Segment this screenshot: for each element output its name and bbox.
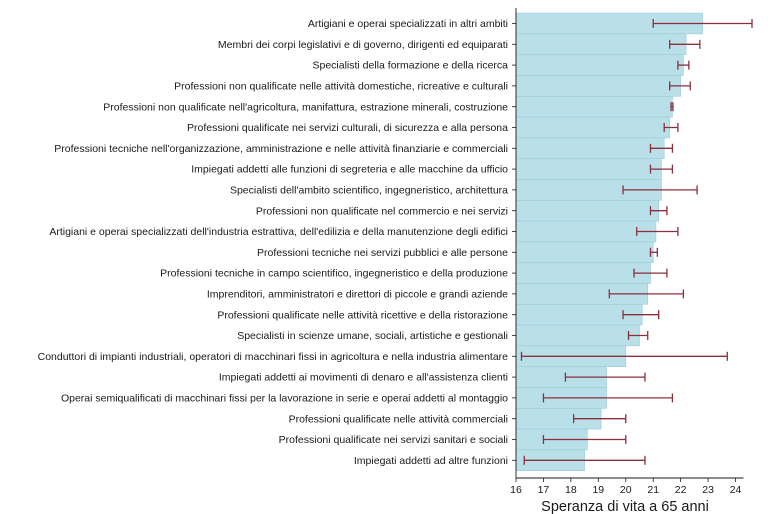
category-label-10: Artigiani e operai specializzati dell'in… bbox=[49, 226, 508, 238]
x-tick-label-2: 18 bbox=[565, 484, 577, 496]
bar-10 bbox=[515, 220, 657, 243]
x-tick-label-1: 17 bbox=[538, 484, 550, 496]
ci-14 bbox=[622, 310, 660, 320]
ci-20 bbox=[542, 435, 627, 444]
ci-17 bbox=[564, 372, 646, 382]
x-tick-label-5: 21 bbox=[647, 484, 659, 496]
x-tick-label-4: 20 bbox=[620, 484, 632, 496]
category-label-6: Professioni tecniche nell'organizzazione… bbox=[54, 143, 508, 155]
confidence-intervals-layer bbox=[520, 19, 753, 465]
ci-5 bbox=[663, 123, 679, 132]
bar-1 bbox=[515, 33, 687, 56]
ci-9 bbox=[649, 206, 668, 216]
ci-4 bbox=[670, 102, 674, 112]
x-axis: 16 17 18 19 20 21 22 23 24 bbox=[510, 8, 744, 496]
category-label-15: Specialisti in scienze umane, sociali, a… bbox=[237, 330, 508, 342]
category-label-18: Operai semiqualificati di macchinari fis… bbox=[61, 393, 508, 405]
ci-1 bbox=[669, 39, 701, 49]
category-label-17: Impiegati addetti ai movimenti di denaro… bbox=[219, 372, 508, 384]
bar-6 bbox=[515, 137, 665, 159]
x-axis-title: Speranza di vita a 65 anni bbox=[541, 499, 709, 514]
category-label-7: Impiegati addetti alle funzioni di segre… bbox=[191, 164, 508, 176]
category-label-9: Professioni non qualificate nel commerci… bbox=[256, 205, 508, 217]
category-label-14: Professioni qualificate nelle attività r… bbox=[217, 309, 508, 321]
ci-12 bbox=[633, 268, 668, 278]
ci-7 bbox=[649, 164, 674, 174]
ci-19 bbox=[572, 414, 627, 424]
bar-3 bbox=[515, 75, 681, 97]
category-labels-layer: Artigiani e operai specializzati in altr… bbox=[38, 18, 509, 467]
ci-13 bbox=[608, 289, 685, 299]
ci-11 bbox=[649, 247, 658, 257]
ci-0 bbox=[652, 19, 753, 28]
category-label-12: Professioni tecniche in campo scientific… bbox=[160, 268, 508, 280]
category-label-1: Membri dei corpi legislativi e di govern… bbox=[218, 39, 508, 51]
x-tick-label-8: 24 bbox=[730, 484, 742, 496]
category-label-19: Professioni qualificate nelle attività c… bbox=[289, 413, 508, 425]
category-label-20: Professioni qualificate nei servizi sani… bbox=[279, 434, 508, 446]
category-label-11: Professioni tecniche nei servizi pubblic… bbox=[257, 247, 508, 259]
category-label-5: Professioni qualificate nei servizi cult… bbox=[187, 122, 508, 134]
x-tick-label-7: 23 bbox=[702, 484, 714, 496]
ci-18 bbox=[542, 393, 674, 403]
bar-7 bbox=[515, 158, 662, 180]
ci-21 bbox=[523, 455, 646, 465]
bar-5 bbox=[515, 116, 670, 139]
ci-10 bbox=[636, 227, 679, 236]
category-label-21: Impiegati addetti ad altre funzioni bbox=[354, 455, 508, 467]
ci-15 bbox=[627, 331, 649, 340]
x-tick-label-0: 16 bbox=[510, 484, 522, 496]
category-label-3: Professioni non qualificate nelle attivi… bbox=[174, 81, 508, 93]
ci-16 bbox=[520, 351, 728, 361]
x-tick-label-6: 22 bbox=[675, 484, 687, 496]
category-label-16: Conduttori di impianti industriali, oper… bbox=[38, 351, 509, 363]
bar-15 bbox=[515, 324, 640, 347]
category-label-13: Imprenditori, amministratori e direttori… bbox=[207, 289, 508, 301]
category-label-0: Artigiani e operai specializzati in altr… bbox=[308, 18, 508, 30]
ci-3 bbox=[669, 81, 691, 91]
category-label-4: Professioni non qualificate nell'agricol… bbox=[103, 101, 508, 113]
bar-12 bbox=[515, 262, 651, 284]
bar-4 bbox=[515, 96, 673, 118]
bar-2 bbox=[515, 54, 684, 76]
ci-2 bbox=[677, 60, 690, 70]
ci-6 bbox=[649, 143, 674, 153]
x-tick-label-3: 19 bbox=[592, 484, 604, 496]
category-label-8: Specialisti dell'ambito scientifico, ing… bbox=[230, 185, 508, 197]
bar-9 bbox=[515, 200, 659, 222]
ci-8 bbox=[622, 185, 698, 195]
bar-11 bbox=[515, 241, 654, 263]
category-label-2: Specialisti della formazione e della ric… bbox=[312, 60, 508, 72]
